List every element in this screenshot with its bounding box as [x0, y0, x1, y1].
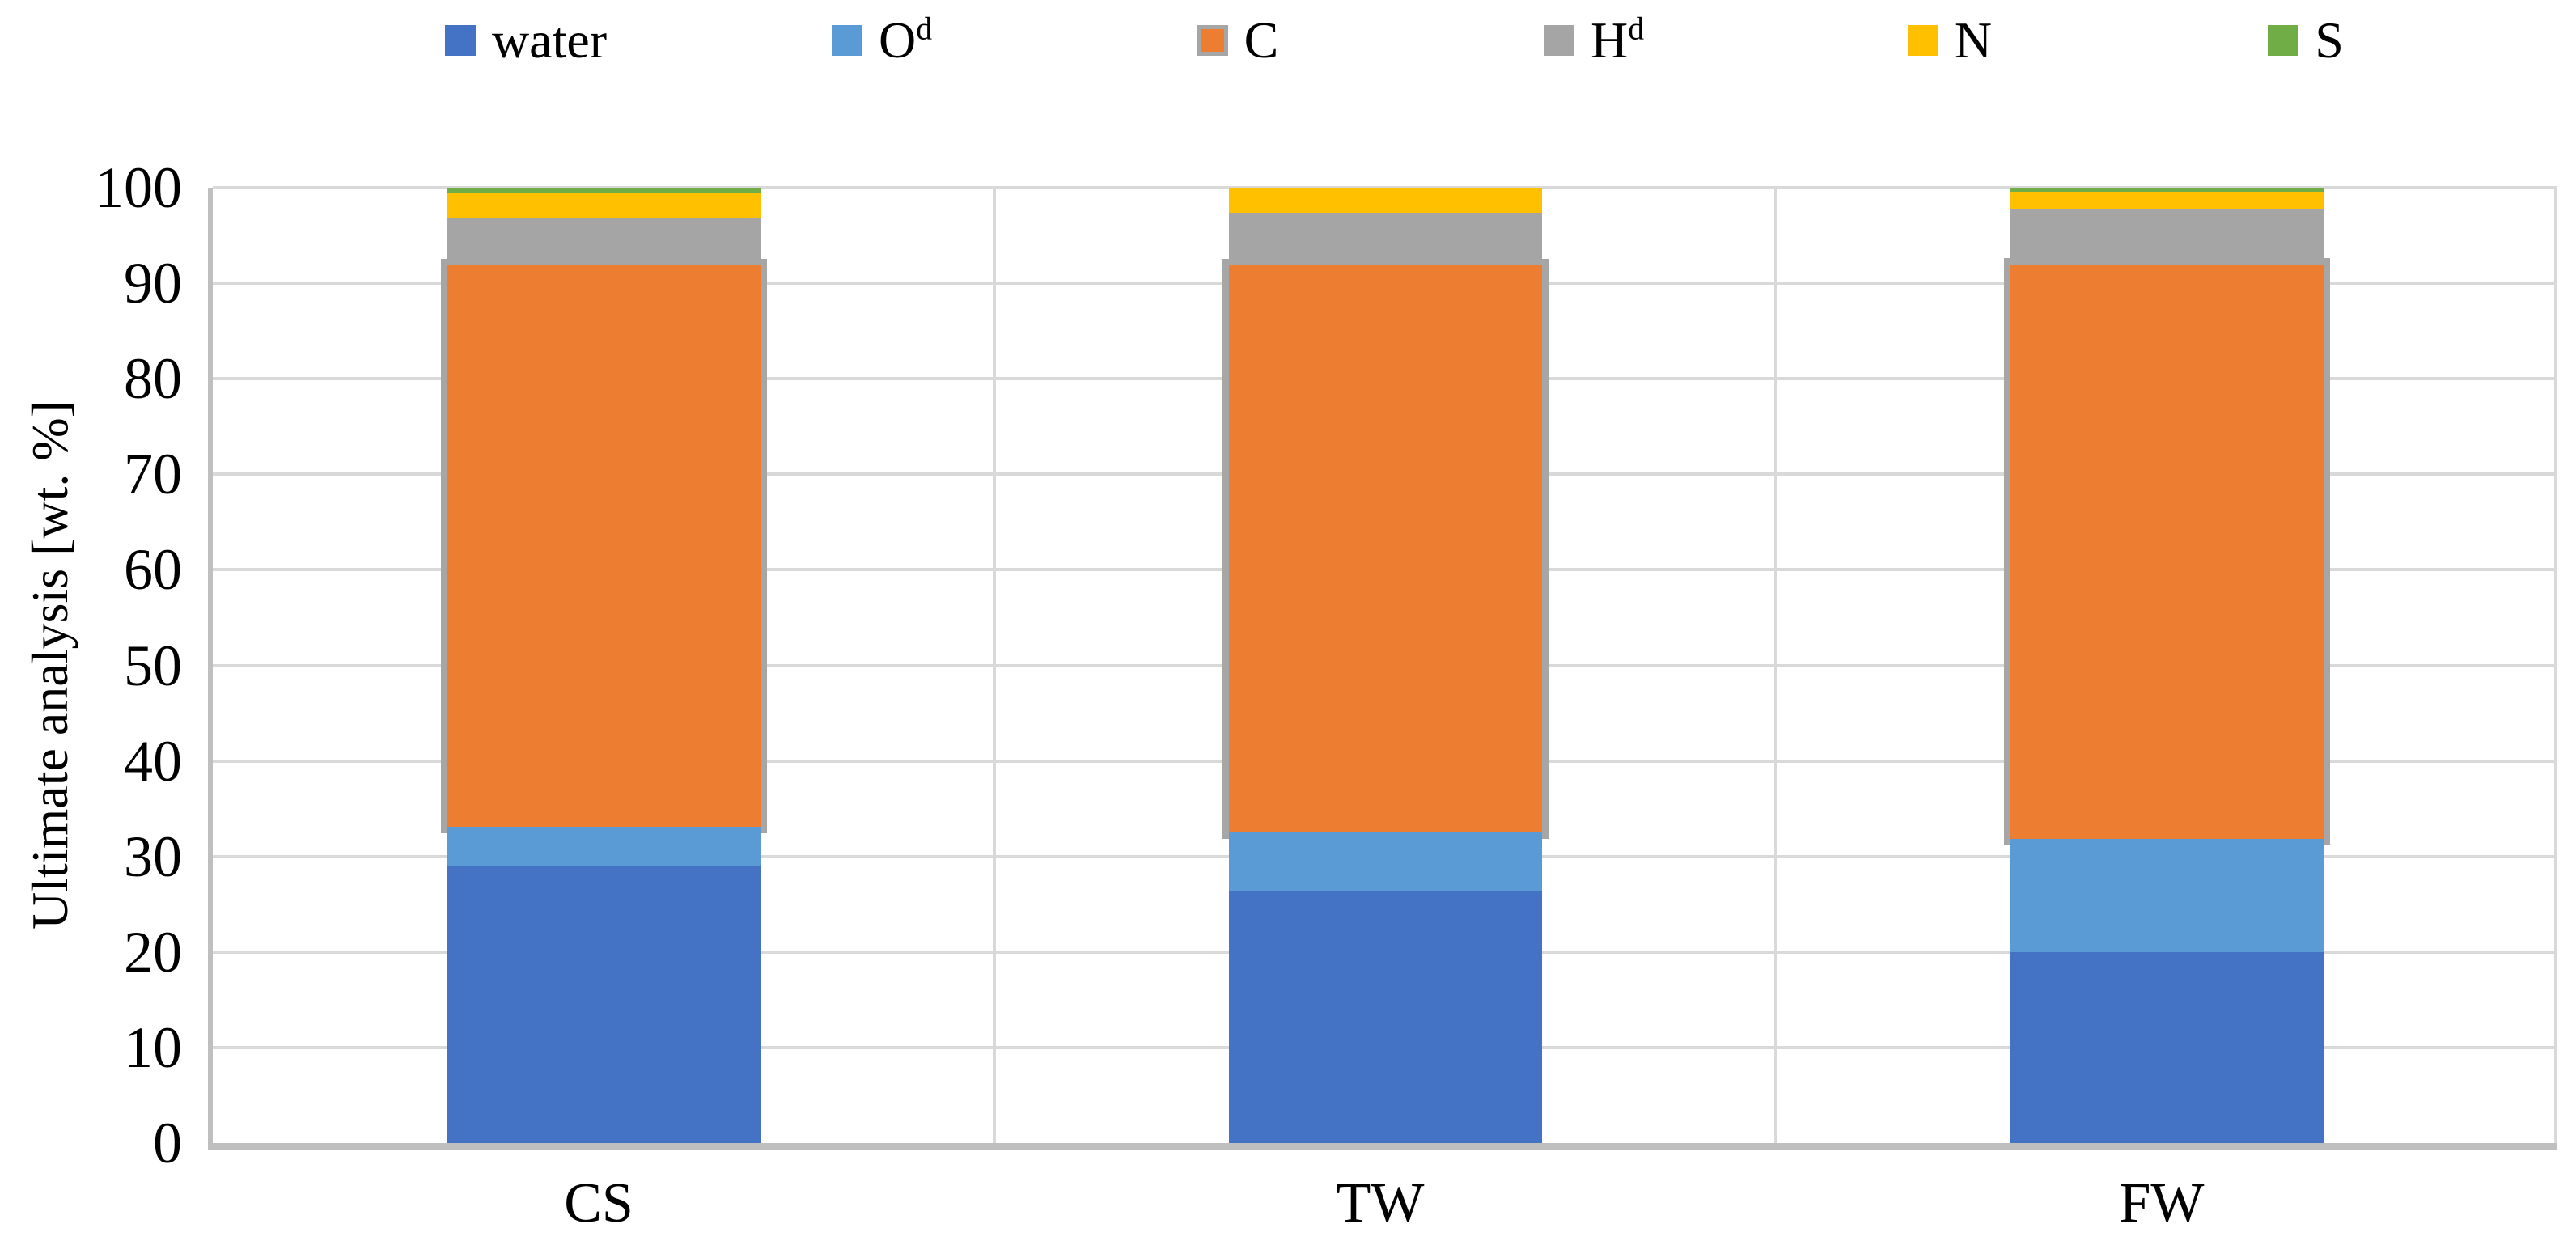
bar-segment-FW-C	[2003, 257, 2330, 846]
bar-segment-TW-C	[1222, 258, 1549, 840]
gridline-x-2	[1774, 188, 1777, 1143]
legend-label-O: Od	[878, 11, 933, 69]
y-tick-label-40: 40	[124, 728, 182, 794]
legend-swatch-H	[1543, 25, 1574, 56]
gridline-x-1	[993, 188, 996, 1143]
x-category-label-FW: FW	[2119, 1172, 2205, 1234]
bar-segment-CS-H	[447, 218, 761, 265]
bar-segment-FW-H	[2010, 209, 2324, 265]
y-tick-label-0: 0	[153, 1111, 182, 1175]
bar-segment-CS-N	[447, 192, 761, 218]
bar-segment-CS-water	[447, 866, 761, 1143]
legend-swatch-S	[2268, 25, 2299, 56]
bar-FW	[2003, 188, 2330, 1143]
y-tick-label-70: 70	[124, 442, 182, 507]
bar-segment-TW-O	[1228, 832, 1542, 892]
gridline-y-100	[213, 186, 2557, 189]
legend-item-S: S	[2128, 15, 2484, 66]
bar-segment-CS-C	[440, 258, 767, 834]
bar-segment-FW-O	[2010, 839, 2324, 952]
bar-segment-FW-N	[2010, 191, 2324, 210]
legend-label-water: water	[491, 11, 608, 69]
legend-label-C: C	[1244, 11, 1279, 69]
bar-segment-CS-O	[447, 827, 761, 866]
y-tick-label-80: 80	[124, 346, 182, 412]
bar-segment-TW-water	[1228, 891, 1542, 1143]
legend-swatch-N	[1907, 25, 1938, 56]
bar-segment-FW-S	[2010, 188, 2324, 192]
legend-label-S: S	[2315, 11, 2344, 69]
y-tick-label-60: 60	[124, 537, 182, 603]
x-category-label-TW: TW	[1336, 1172, 1425, 1234]
legend-item-C: C	[1060, 15, 1416, 66]
bar-segment-CS-S	[447, 188, 761, 193]
bar-CS	[440, 188, 767, 1143]
legend-item-water: water	[348, 15, 704, 66]
y-tick-label-10: 10	[124, 1014, 182, 1080]
y-tick-label-90: 90	[124, 251, 182, 316]
legend-label-H: Hd	[1590, 11, 1645, 69]
x-category-label-CS: CS	[564, 1172, 633, 1234]
bar-segment-FW-water	[2010, 951, 2324, 1143]
legend-swatch-water	[444, 25, 476, 56]
y-tick-label-20: 20	[124, 919, 182, 985]
legend-item-O: Od	[704, 11, 1060, 69]
plot-right-border	[2554, 188, 2557, 1143]
bar-TW	[1222, 188, 1549, 1143]
y-tick-label-50: 50	[124, 633, 182, 698]
bar-segment-TW-N	[1228, 188, 1542, 213]
bar-segment-TW-H	[1228, 212, 1542, 265]
legend: water Od C Hd N S	[348, 8, 2484, 73]
legend-item-H: Hd	[1416, 11, 1772, 69]
y-tick-label-100: 100	[95, 155, 182, 220]
legend-label-N: N	[1954, 11, 1993, 69]
legend-swatch-O	[831, 25, 862, 56]
legend-item-N: N	[1772, 15, 2128, 66]
plot-area	[208, 186, 2557, 1150]
legend-swatch-C	[1197, 25, 1228, 56]
y-tick-label-30: 30	[124, 824, 182, 889]
